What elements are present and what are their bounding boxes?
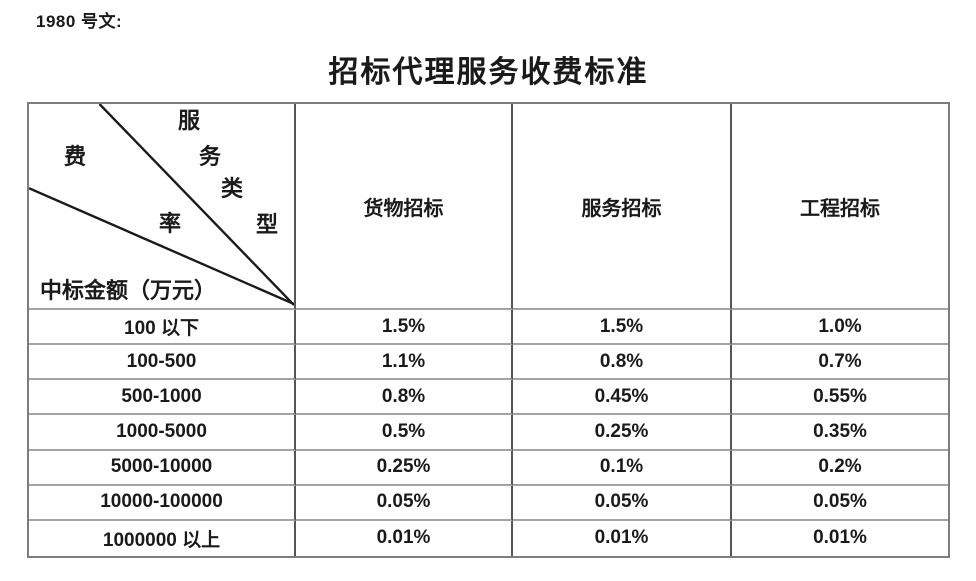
corner-label-service-type-char: 服 [178,108,201,133]
fee-standard-table: 服 务 类 型 费 率 中标金额（万元） 货物招标 服务招标 工程招标 100 … [27,102,950,558]
rate-cell: 0.45% [513,380,732,416]
corner-label-amount-axis: 中标金额（万元） [40,278,217,303]
corner-label-service-type-char: 型 [256,212,279,237]
rate-cell: 0.35% [732,415,948,451]
row-amount-label: 100 以下 [29,310,296,346]
rate-cell: 1.5% [296,310,513,346]
rate-cell: 0.2% [732,451,948,486]
rate-cell: 0.01% [296,520,513,556]
corner-label-fee-rate-char: 率 [159,211,182,236]
row-amount-label: 1000-5000 [29,415,296,451]
rate-cell: 0.05% [732,486,948,521]
rate-cell: 0.8% [296,380,513,416]
rate-cell: 0.7% [732,345,948,381]
rate-cell: 1.5% [513,310,732,346]
doc-number: 1980 号文: [36,12,123,31]
rate-cell: 1.1% [296,345,513,381]
rate-cell: 0.1% [513,450,732,486]
column-header-goods-bidding: 货物招标 [296,104,513,310]
row-amount-label: 5000-10000 [29,450,296,486]
rate-cell: 0.05% [513,485,732,521]
corner-label-service-type-char: 务 [199,144,222,169]
column-header-engineering-bidding: 工程招标 [732,104,948,310]
rate-cell: 0.55% [732,380,948,416]
row-amount-label: 10000-100000 [29,485,296,521]
diagonal-divider-lines [29,104,294,306]
rate-cell: 1.0% [732,310,948,346]
row-amount-label: 100-500 [29,345,296,381]
row-amount-label: 500-1000 [29,380,296,416]
table-corner-cell: 服 务 类 型 费 率 中标金额（万元） [29,104,296,310]
page-title: 招标代理服务收费标准 [328,56,649,89]
rate-cell: 0.05% [296,485,513,521]
rate-cell: 0.01% [813,527,867,549]
rate-cell: 0.5% [296,415,513,451]
rate-cell: 0.25% [513,415,732,451]
rate-cell: 0.01% [513,520,732,556]
row-amount-label: 1000000 以上 [29,520,296,556]
corner-label-service-type-char: 类 [221,176,244,201]
rate-cell: 0.25% [296,450,513,486]
column-header-service-bidding: 服务招标 [513,104,732,310]
corner-label-fee-rate-char: 费 [64,144,87,169]
rate-cell: 0.8% [513,345,732,381]
